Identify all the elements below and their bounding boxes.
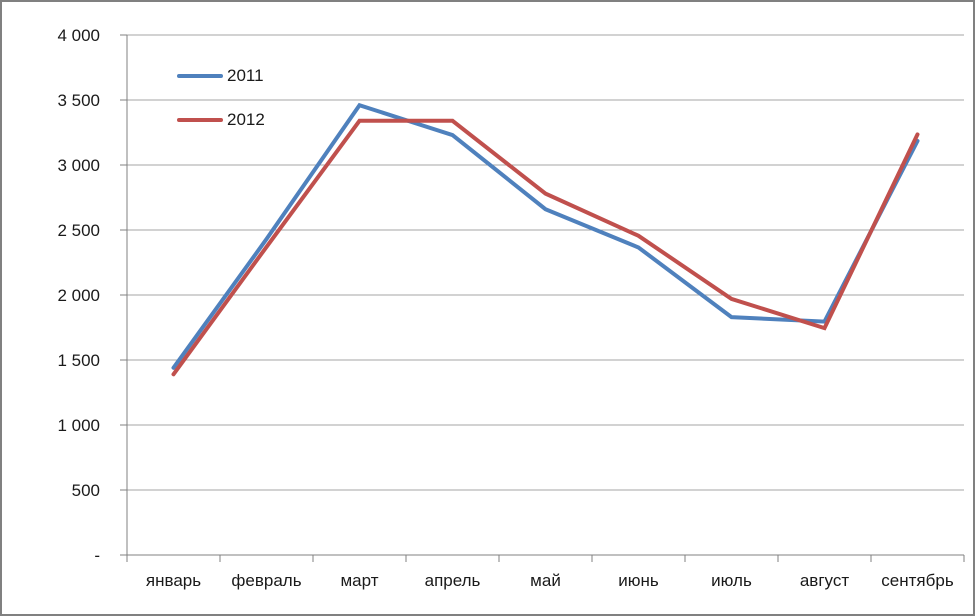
- y-axis-label: 2 500: [57, 221, 100, 240]
- y-axis-label: 500: [72, 481, 100, 500]
- chart-legend: 2011 2012: [177, 64, 265, 132]
- y-axis-label: 2 000: [57, 286, 100, 305]
- legend-label-2012: 2012: [227, 110, 265, 129]
- legend-line-swatch-2011: [177, 74, 223, 78]
- x-axis-label: январь: [146, 571, 201, 590]
- legend-line-swatch-2012: [177, 118, 223, 122]
- series-line-2011[interactable]: [171, 102, 920, 370]
- y-axis-label: 3 500: [57, 91, 100, 110]
- x-axis-label: сентябрь: [881, 571, 954, 590]
- x-axis-label: февраль: [231, 571, 301, 590]
- y-axis-label: -: [94, 546, 100, 565]
- legend-item-2012[interactable]: 2012: [177, 108, 265, 132]
- x-axis-label: май: [530, 571, 561, 590]
- y-axis-label: 3 000: [57, 156, 100, 175]
- legend-label-2011: 2011: [227, 66, 264, 85]
- y-axis-label: 1 500: [57, 351, 100, 370]
- x-axis-label: июнь: [618, 571, 659, 590]
- series-line-2012[interactable]: [171, 118, 920, 377]
- y-axis-label: 1 000: [57, 416, 100, 435]
- legend-item-2011[interactable]: 2011: [177, 64, 265, 88]
- y-axis-label: 4 000: [57, 26, 100, 45]
- x-axis-label: март: [340, 571, 378, 590]
- x-axis-label: апрель: [425, 571, 481, 590]
- x-axis-label: июль: [711, 571, 752, 590]
- x-axis-label: август: [800, 571, 849, 590]
